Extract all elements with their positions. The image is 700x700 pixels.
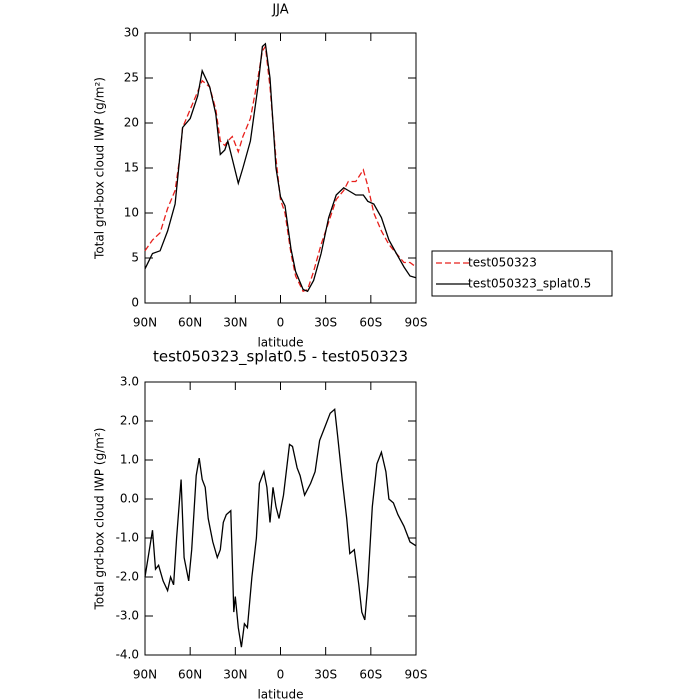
x-tick-label: 60N (178, 668, 202, 682)
y-axis-label: Total grd-box cloud IWP (g/m²) (93, 77, 107, 260)
x-tick-label: 0 (277, 668, 285, 682)
y-tick-label: 10 (124, 206, 139, 220)
legend-label: test050323 (468, 256, 537, 270)
y-tick-label: 2.0 (120, 414, 139, 428)
x-tick-label: 30S (314, 668, 337, 682)
x-tick-label: 90N (133, 316, 157, 330)
x-tick-label: 90S (405, 316, 428, 330)
data-line (144, 44, 417, 293)
legend-box (431, 250, 613, 297)
x-axis-label: latitude (257, 688, 303, 700)
y-tick-label: 3.0 (120, 375, 139, 389)
x-tick-label: 60S (359, 316, 382, 330)
y-tick-label: -3.0 (116, 609, 139, 623)
x-tick-label: 0 (277, 316, 285, 330)
x-tick-label: 60S (359, 668, 382, 682)
x-tick-label: 90N (133, 668, 157, 682)
plot-frame (144, 381, 417, 656)
legend-label: test050323_splat0.5 (468, 277, 591, 291)
x-tick-label: 30S (314, 316, 337, 330)
chart-title: test050323_splat0.5 - test050323 (153, 348, 408, 367)
chart-title: JJA (271, 3, 288, 18)
x-axis-label: latitude (257, 336, 303, 350)
plot-frame (144, 32, 417, 304)
x-tick-label: 30N (223, 316, 247, 330)
y-tick-label: 0.0 (120, 492, 139, 506)
y-tick-label: -1.0 (116, 531, 139, 545)
y-tick-label: 30 (124, 26, 139, 40)
data-line (144, 42, 417, 293)
y-tick-label: 15 (124, 161, 139, 175)
y-tick-label: 0 (131, 296, 139, 310)
x-tick-label: 30N (223, 668, 247, 682)
x-tick-label: 60N (178, 316, 202, 330)
y-tick-label: -4.0 (116, 648, 139, 662)
y-tick-label: 25 (124, 71, 139, 85)
data-line (144, 407, 417, 648)
y-tick-label: 1.0 (120, 453, 139, 467)
x-tick-label: 90S (405, 668, 428, 682)
y-tick-label: 20 (124, 116, 139, 130)
y-tick-label: -2.0 (116, 570, 139, 584)
y-axis-label: Total grd-box cloud IWP (g/m²) (93, 428, 107, 611)
y-tick-label: 5 (131, 251, 139, 265)
